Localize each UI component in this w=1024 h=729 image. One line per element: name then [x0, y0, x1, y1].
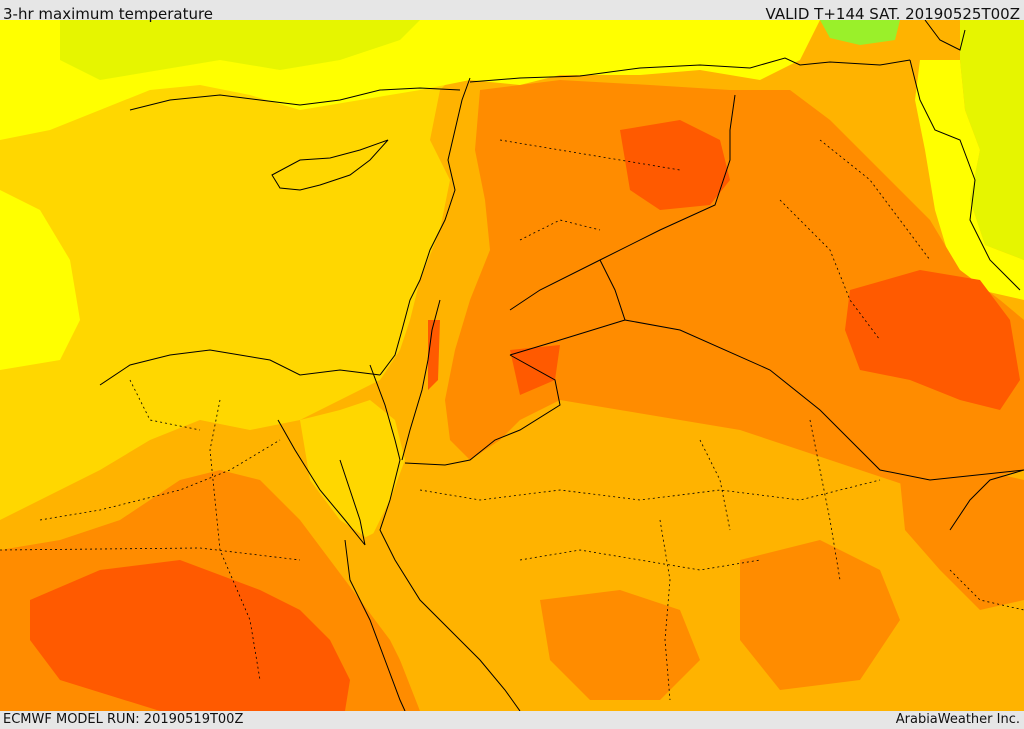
iraq-iran-border — [909, 59, 1021, 291]
israel-jordan-border — [401, 299, 441, 461]
province-line-11 — [779, 199, 881, 341]
red-sea-east-coast — [379, 459, 521, 711]
northern-cool-patch — [60, 20, 420, 80]
western-yellow-zone — [0, 190, 80, 370]
iran-yellow-band — [915, 60, 1024, 300]
iraq-jordan-border — [509, 319, 626, 356]
saudi-patch-1 — [540, 590, 700, 700]
province-line-6 — [659, 519, 671, 701]
southern-iraq-hotspot — [845, 270, 1020, 410]
country-borders — [369, 57, 1024, 481]
province-line-3 — [209, 399, 261, 681]
province-line-1 — [39, 439, 281, 521]
levant-coast — [379, 77, 471, 376]
persian-gulf-coast — [949, 469, 1024, 531]
province-line-2 — [0, 547, 301, 561]
province-line-8 — [809, 419, 841, 581]
egypt-north-coast — [99, 349, 381, 386]
header-bar — [0, 0, 1024, 20]
map-title: 3-hr maximum temperature — [3, 5, 214, 23]
euphrates-hotspot — [620, 120, 730, 210]
model-run-label: ECMWF MODEL RUN: 20190519T00Z — [3, 712, 244, 727]
gulf-patch — [900, 470, 1024, 610]
sinai-warm-zone — [300, 400, 405, 540]
syria-iraq-hot-zone — [445, 80, 1024, 490]
red-sea-zone — [360, 530, 510, 711]
gulf-of-suez — [277, 419, 366, 546]
temperature-map — [0, 20, 1024, 711]
syria-iraq-border — [509, 94, 736, 311]
caucasus-cool-patch — [820, 20, 900, 45]
jordan-saudi-border — [404, 354, 561, 466]
turkey-south-coast — [129, 87, 461, 111]
iran-cool-patch — [960, 20, 1024, 260]
caspian-coast — [924, 20, 966, 51]
saudi-patch-2 — [740, 540, 900, 690]
red-sea-west-coast — [344, 539, 406, 711]
province-line-5 — [519, 549, 761, 571]
footer-bar — [0, 711, 1024, 729]
province-line-9 — [499, 139, 681, 171]
province-line-4 — [419, 479, 881, 501]
egypt-israel-border — [369, 364, 401, 461]
turkey-syria-border — [469, 57, 911, 83]
upper-egypt-hotspot — [30, 560, 350, 711]
jordan-desert-hotspot — [510, 345, 560, 395]
coastlines — [99, 20, 1024, 711]
valid-time-label: VALID T+144 SAT. 20190525T00Z — [765, 5, 1020, 23]
iraq-saudi-border — [599, 259, 1024, 481]
credit-label: ArabiaWeather Inc. — [895, 712, 1020, 727]
cyprus-coast — [271, 139, 389, 191]
province-boundaries — [0, 139, 1024, 701]
